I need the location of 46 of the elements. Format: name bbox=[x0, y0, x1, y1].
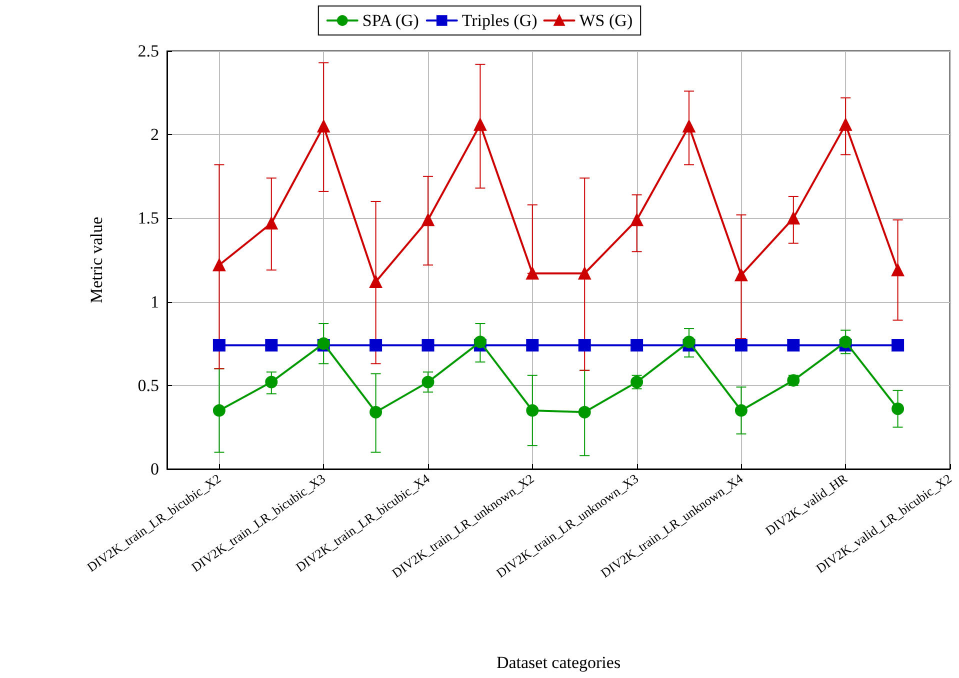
point bbox=[787, 339, 800, 352]
point bbox=[787, 212, 800, 224]
point bbox=[682, 336, 696, 348]
legend-label: SPA (G) bbox=[362, 11, 419, 30]
point bbox=[370, 275, 382, 288]
y-tick-label: 1 bbox=[150, 292, 159, 312]
point bbox=[265, 339, 278, 352]
point bbox=[734, 339, 748, 352]
point bbox=[474, 118, 486, 131]
point bbox=[734, 404, 748, 417]
legend-label: Triples (G) bbox=[462, 11, 538, 30]
point bbox=[265, 216, 278, 230]
point bbox=[892, 402, 904, 416]
point bbox=[265, 376, 278, 388]
point bbox=[630, 214, 644, 226]
legend-label: WS (G) bbox=[579, 11, 633, 30]
point bbox=[317, 120, 330, 132]
y-tick-label: 2 bbox=[150, 125, 159, 144]
point bbox=[212, 258, 226, 272]
point bbox=[630, 339, 644, 352]
point bbox=[422, 214, 434, 226]
point bbox=[212, 404, 226, 417]
y-tick-label: 0.5 bbox=[138, 376, 159, 395]
point bbox=[734, 268, 748, 282]
point bbox=[212, 339, 226, 352]
point bbox=[526, 404, 539, 417]
y-tick-label: 0 bbox=[150, 460, 159, 478]
point bbox=[892, 339, 904, 352]
point bbox=[892, 264, 904, 276]
point bbox=[578, 339, 591, 352]
point bbox=[839, 336, 852, 348]
point bbox=[422, 339, 434, 352]
point bbox=[474, 336, 486, 348]
point bbox=[526, 339, 539, 352]
point bbox=[578, 267, 591, 280]
point bbox=[370, 406, 382, 418]
point bbox=[682, 120, 696, 132]
y-axis-title: Metric value bbox=[87, 216, 106, 304]
point bbox=[578, 406, 591, 418]
point bbox=[839, 118, 852, 131]
y-tick-label: 2.5 bbox=[138, 42, 159, 60]
y-tick-label: 1.5 bbox=[138, 208, 159, 228]
point bbox=[526, 267, 539, 280]
point bbox=[370, 339, 382, 352]
x-axis-title: Dataset categories bbox=[496, 653, 621, 672]
point bbox=[422, 376, 434, 388]
